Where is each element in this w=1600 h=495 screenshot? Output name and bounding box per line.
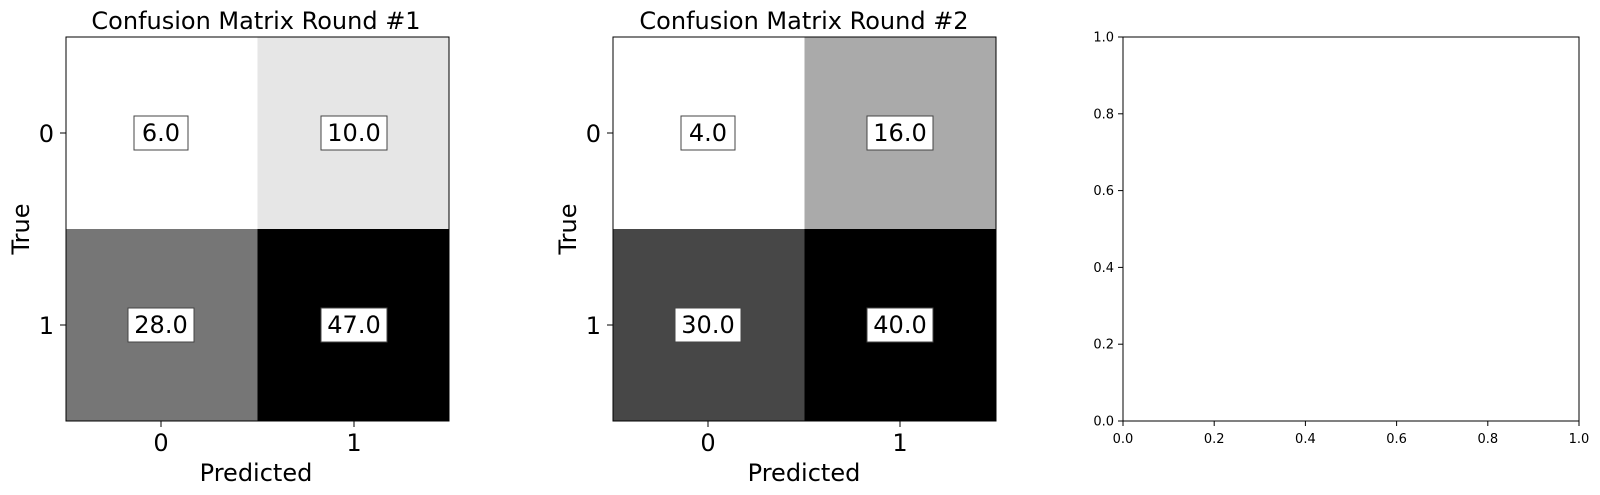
cm1-frame: [65, 36, 450, 422]
cm2-x-tick-label-0: 0: [700, 429, 715, 457]
cm2-value-text-1-0: 30.0: [681, 311, 734, 339]
cm1-y-tick-label-1: 1: [39, 312, 54, 340]
empty-axes-x-tick-label-1: 0.2: [1204, 432, 1225, 447]
cm1-value-1-1: 47.0: [320, 307, 388, 343]
cm1-cells: [66, 37, 449, 421]
cm2-x-tick-label-1: 1: [892, 429, 907, 457]
cm1-x-axis-label: Predicted: [200, 459, 313, 487]
cm2-frame: [612, 36, 997, 422]
empty-axes-frame: [1122, 36, 1580, 422]
cm2-y-tick-label-1: 1: [586, 312, 601, 340]
empty-axes-x-tick-label-5: 1.0: [1569, 432, 1590, 447]
empty-axes-y-tick-label-0: 0.0: [1093, 415, 1114, 430]
cm1-value-text-1-1: 47.0: [327, 311, 380, 339]
cm2-value-box-1-0: [674, 307, 742, 343]
empty-axes-x-tick-label-0: 0.0: [1113, 432, 1134, 447]
cm1-value-box-0-1: [320, 115, 388, 151]
cm1-value-text-1-0: 28.0: [134, 311, 187, 339]
cm2-value-text-1-1: 40.0: [873, 311, 926, 339]
cm2-value-box-0-1: [866, 115, 934, 151]
cm2-y-tick-label-0: 0: [586, 120, 601, 148]
cm2-title: Confusion Matrix Round #2: [639, 7, 968, 35]
cm1-value-text-0-0: 6.0: [142, 119, 180, 147]
cm1-y-ticks: 0 1: [39, 120, 66, 340]
cm2-y-axis-label: True: [554, 204, 582, 256]
cm2-value-text-0-0: 4.0: [689, 119, 727, 147]
cm2-value-0-0: 4.0: [680, 115, 736, 151]
cm1-y-axis-label: True: [7, 204, 35, 256]
cm1-value-0-1: 10.0: [320, 115, 388, 151]
cm1-x-tick-label-0: 0: [153, 429, 168, 457]
cm1-value-box-1-1: [320, 307, 388, 343]
cm2-value-labels: 4.0 16.0 30.0 40.0: [674, 115, 934, 343]
empty-axes-x-tick-label-3: 0.6: [1386, 432, 1407, 447]
cm2-value-text-0-1: 16.0: [873, 119, 926, 147]
confusion-matrix-1: Confusion Matrix Round #1 6.0 10.0 28.0: [7, 7, 450, 487]
empty-axes-y-ticks: 0.0 0.2 0.4 0.6 0.8 1.0: [1093, 31, 1123, 430]
cm1-title: Confusion Matrix Round #1: [91, 7, 420, 35]
cm1-value-labels: 6.0 10.0 28.0 47.0: [127, 115, 388, 343]
empty-axes: 0.0 0.2 0.4 0.6 0.8 1.0 0.0 0.2 0.4 0.6 …: [1093, 31, 1589, 448]
cm2-value-box-1-1: [866, 307, 934, 343]
cm1-x-ticks: 0 1: [153, 421, 362, 457]
empty-axes-x-ticks: 0.0 0.2 0.4 0.6 0.8 1.0: [1113, 421, 1590, 447]
cm2-value-0-1: 16.0: [866, 115, 934, 151]
empty-axes-x-tick-label-4: 0.8: [1477, 432, 1498, 447]
empty-axes-y-tick-label-4: 0.8: [1093, 107, 1114, 122]
cm1-value-text-0-1: 10.0: [327, 119, 380, 147]
empty-axes-x-tick-label-2: 0.4: [1295, 432, 1316, 447]
confusion-matrix-2: Confusion Matrix Round #2 4.0 16.0 30.0: [554, 7, 997, 487]
cm2-cells: [613, 37, 996, 421]
empty-axes-y-tick-label-2: 0.4: [1093, 261, 1114, 276]
cm2-x-ticks: 0 1: [700, 421, 908, 457]
empty-axes-y-tick-label-5: 1.0: [1093, 31, 1114, 46]
cm1-y-tick-label-0: 0: [39, 120, 54, 148]
cm2-value-1-0: 30.0: [674, 307, 742, 343]
empty-axes-y-tick-label-1: 0.2: [1093, 338, 1114, 353]
cm2-value-box-0-0: [680, 115, 736, 151]
cm1-x-tick-label-1: 1: [346, 429, 361, 457]
cm2-y-ticks: 0 1: [586, 120, 613, 340]
cm2-value-1-1: 40.0: [866, 307, 934, 343]
cm1-value-box-1-0: [127, 307, 195, 343]
cm1-value-0-0: 6.0: [133, 115, 189, 151]
cm1-value-1-0: 28.0: [127, 307, 195, 343]
cm1-value-box-0-0: [133, 115, 189, 151]
empty-axes-y-tick-label-3: 0.6: [1093, 184, 1114, 199]
cm2-x-axis-label: Predicted: [748, 459, 861, 487]
